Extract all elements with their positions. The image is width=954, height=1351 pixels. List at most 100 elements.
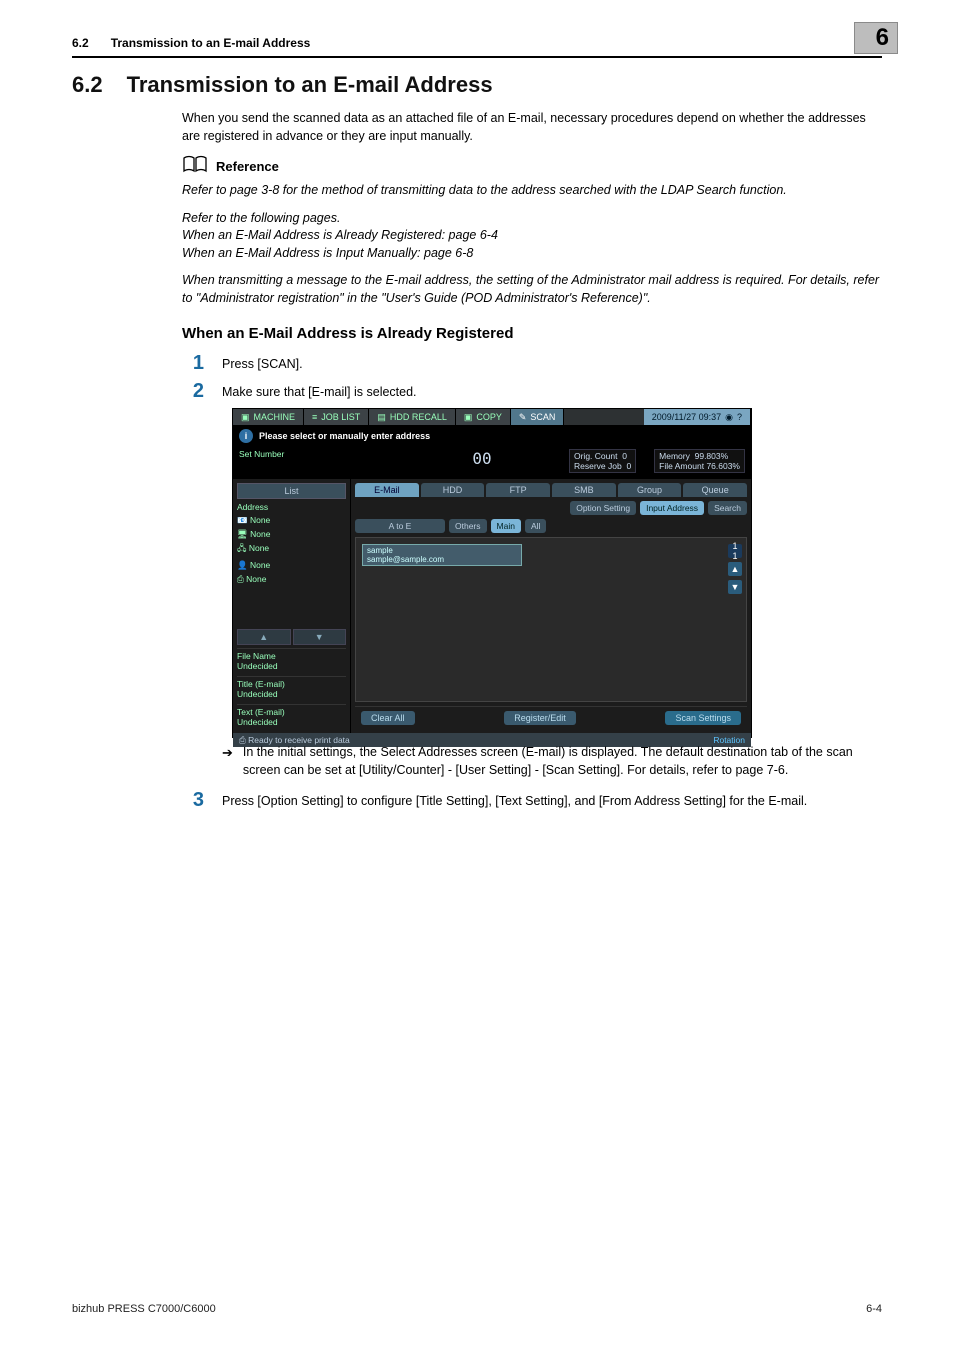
- tab-machine[interactable]: ▣MACHINE: [233, 409, 304, 425]
- step-1: 1 Press [SCAN].: [182, 352, 882, 374]
- address-card[interactable]: sample sample@sample.com: [362, 544, 522, 566]
- reserve-job-value: 0: [626, 461, 631, 471]
- chapter-badge: 6: [854, 22, 898, 54]
- orig-count-label: Orig. Count: [574, 451, 617, 461]
- globe-icon[interactable]: ◉: [725, 412, 733, 423]
- tab-email[interactable]: E-Mail: [355, 483, 419, 497]
- scan-icon: ✎: [519, 412, 527, 423]
- reference-label: Reference: [216, 159, 279, 174]
- step-text: Press [Option Setting] to configure [Tit…: [222, 789, 807, 811]
- text-field[interactable]: Text (E-mail) Undecided: [237, 704, 346, 729]
- title-field[interactable]: Title (E-mail) Undecided: [237, 676, 346, 701]
- mfp-topbar: ▣MACHINE ≡JOB LIST ▤HDD RECALL ▣COPY ✎SC…: [233, 409, 751, 425]
- address-card-email: sample@sample.com: [367, 555, 517, 564]
- clear-all-button[interactable]: Clear All: [361, 711, 415, 725]
- scroll-counter: 11: [728, 544, 742, 558]
- tab-label: HDD RECALL: [390, 412, 447, 422]
- filter-others[interactable]: Others: [449, 519, 487, 533]
- scroll-down-icon[interactable]: ▼: [728, 580, 742, 594]
- step-number: 2: [182, 380, 204, 402]
- heading-2: 6.2 Transmission to an E-mail Address: [72, 72, 882, 98]
- list-button[interactable]: List: [237, 483, 346, 499]
- address-label: Address: [237, 502, 346, 512]
- step-3: 3 Press [Option Setting] to configure [T…: [182, 789, 882, 811]
- header-rule: [72, 56, 882, 58]
- set-number-label: Set Number: [239, 449, 284, 473]
- tab-queue[interactable]: Queue: [683, 483, 747, 497]
- list-icon: ≡: [312, 412, 317, 422]
- list-scroll: 11 ▲ ▼: [728, 544, 742, 677]
- tab-scan[interactable]: ✎SCAN: [511, 409, 565, 425]
- sub-actions: Option Setting Input Address Search: [355, 501, 747, 515]
- intro-paragraph: When you send the scanned data as an att…: [182, 110, 882, 145]
- address-list: sample sample@sample.com 11 ▲ ▼: [355, 537, 747, 702]
- memory-label: Memory: [659, 451, 690, 461]
- file-name-field[interactable]: File Name Undecided: [237, 648, 346, 673]
- search-button[interactable]: Search: [708, 501, 747, 515]
- input-address-button[interactable]: Input Address: [640, 501, 704, 515]
- tab-hdd[interactable]: HDD: [421, 483, 485, 497]
- tab-label: SCAN: [530, 412, 555, 422]
- file-amount-label: File Amount: [659, 461, 704, 471]
- address-card-name: sample: [367, 546, 517, 555]
- arrow-down-icon[interactable]: ▼: [293, 629, 347, 645]
- filter-atoe[interactable]: A to E: [355, 519, 445, 533]
- file-name-value: Undecided: [237, 661, 346, 671]
- address-none: 🖧 None: [237, 543, 346, 557]
- tab-group[interactable]: Group: [618, 483, 682, 497]
- copy-icon: ▣: [464, 412, 473, 423]
- tab-label: MACHINE: [254, 412, 296, 422]
- tab-copy[interactable]: ▣COPY: [456, 409, 511, 425]
- reference-line-5: When transmitting a message to the E-mai…: [182, 272, 882, 307]
- mfp-right-panel: E-Mail HDD FTP SMB Group Queue Option Se…: [351, 479, 751, 733]
- text-label: Text (E-mail): [237, 707, 346, 717]
- embedded-screenshot: ▣MACHINE ≡JOB LIST ▤HDD RECALL ▣COPY ✎SC…: [232, 408, 882, 738]
- h2-title: Transmission to an E-mail Address: [127, 72, 493, 98]
- arrow-right-icon: ➔: [222, 744, 233, 781]
- header-section-title: Transmission to an E-mail Address: [111, 36, 311, 50]
- filter-all[interactable]: All: [525, 519, 546, 533]
- mfp-message-bar: i Please select or manually enter addres…: [233, 425, 751, 447]
- orig-count-value: 0: [622, 451, 627, 461]
- timestamp-text: 2009/11/27 09:37: [652, 412, 721, 422]
- step-number: 1: [182, 352, 204, 374]
- tab-smb[interactable]: SMB: [552, 483, 616, 497]
- option-setting-button[interactable]: Option Setting: [570, 501, 636, 515]
- title-label: Title (E-mail): [237, 679, 346, 689]
- heading-3: When an E-Mail Address is Already Regist…: [182, 325, 882, 342]
- mfp-panel: ▣MACHINE ≡JOB LIST ▤HDD RECALL ▣COPY ✎SC…: [232, 408, 752, 738]
- step-2-note-text: In the initial settings, the Select Addr…: [243, 744, 882, 779]
- step-text: Make sure that [E-mail] is selected.: [222, 380, 417, 402]
- address-none: 📧 None: [237, 515, 346, 526]
- arrow-up-icon[interactable]: ▲: [237, 629, 291, 645]
- none-text: None: [249, 543, 269, 553]
- message-text: Please select or manually enter address: [259, 431, 430, 441]
- mfp-main: List Address 📧 None 🖥 None 🖧 None 👤 None…: [233, 479, 751, 733]
- address-none: 👤 None: [237, 560, 346, 571]
- footer-page-number: 6-4: [866, 1303, 882, 1315]
- set-number-value: 00: [472, 449, 491, 473]
- mfp-status-bar: Set Number 00 Orig. Count 0 Reserve Job …: [233, 447, 751, 479]
- tab-label: JOB LIST: [321, 412, 360, 422]
- filter-main[interactable]: Main: [491, 519, 521, 533]
- tab-ftp[interactable]: FTP: [486, 483, 550, 497]
- file-amount-value: 76.603%: [706, 461, 740, 471]
- reference-line-2: Refer to the following pages.: [182, 210, 882, 228]
- help-icon[interactable]: ?: [737, 412, 742, 422]
- info-icon: i: [239, 429, 253, 443]
- step-2-note: ➔ In the initial settings, the Select Ad…: [222, 744, 882, 781]
- running-header: 6.2 Transmission to an E-mail Address: [72, 36, 882, 50]
- scroll-up-icon[interactable]: ▲: [728, 562, 742, 576]
- book-icon: [182, 155, 208, 178]
- left-pager: ▲ ▼: [237, 629, 346, 645]
- step-text: Press [SCAN].: [222, 352, 303, 374]
- scan-settings-button[interactable]: Scan Settings: [665, 711, 741, 725]
- none-text: None: [250, 529, 270, 539]
- hdd-icon: ▤: [377, 412, 386, 423]
- status-col-1: Orig. Count 0 Reserve Job 0: [569, 449, 636, 473]
- footer-product: bizhub PRESS C7000/C6000: [72, 1303, 216, 1315]
- tab-joblist[interactable]: ≡ JOB LIST: [304, 409, 369, 425]
- reserve-job-label: Reserve Job: [574, 461, 622, 471]
- register-edit-button[interactable]: Register/Edit: [504, 711, 576, 725]
- tab-hdd-recall[interactable]: ▤ HDD RECALL: [369, 409, 456, 425]
